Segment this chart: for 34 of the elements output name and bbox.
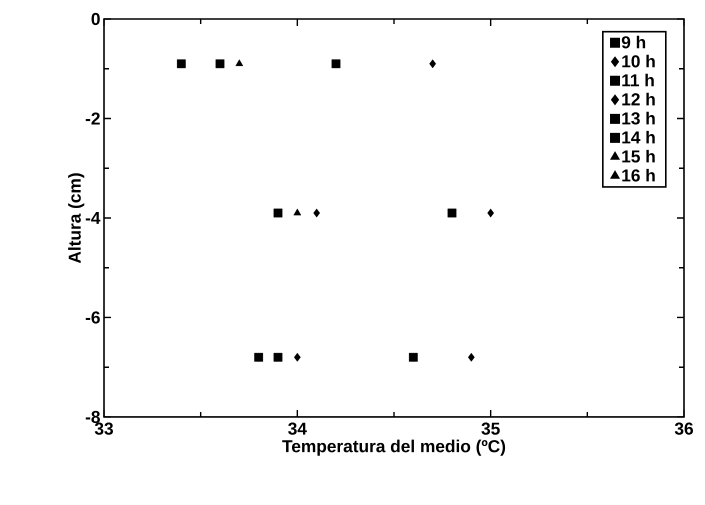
y-tick-label: -8 (86, 410, 100, 424)
y-tick-label: 0 (92, 12, 100, 26)
point (216, 59, 224, 68)
point (429, 59, 436, 68)
point (274, 208, 282, 218)
legend-label: 11 h (622, 74, 654, 86)
legend-label: 9 h (622, 36, 646, 48)
legend-label: 10 h (622, 54, 655, 68)
point (236, 59, 244, 66)
x-tick-label: 36 (674, 422, 693, 435)
point (448, 208, 456, 218)
point (176, 59, 186, 68)
point (313, 208, 320, 218)
point (487, 208, 494, 218)
y-axis-title: Altura (cm) (68, 173, 84, 264)
point (332, 59, 340, 68)
legend-label: 13 h (622, 112, 655, 125)
point (294, 352, 301, 362)
point (254, 352, 264, 362)
legend-label: 15 h (622, 150, 655, 163)
x-axis-title: Temperatura del medio (ºC) (282, 440, 506, 456)
legend-label: 12 h (622, 92, 655, 106)
x-tick-label: 35 (481, 422, 500, 435)
y-tick-label: -2 (86, 112, 100, 125)
y-tick-label: -4 (86, 212, 100, 224)
y-tick-label: -6 (86, 311, 100, 324)
legend-label: 14 h (622, 130, 655, 144)
legend-label: 16 h (622, 168, 655, 182)
point (274, 352, 282, 362)
point (408, 352, 418, 362)
x-tick-label: 33 (94, 422, 113, 435)
x-tick-label: 34 (288, 422, 307, 435)
point (468, 352, 475, 362)
point (294, 208, 302, 216)
